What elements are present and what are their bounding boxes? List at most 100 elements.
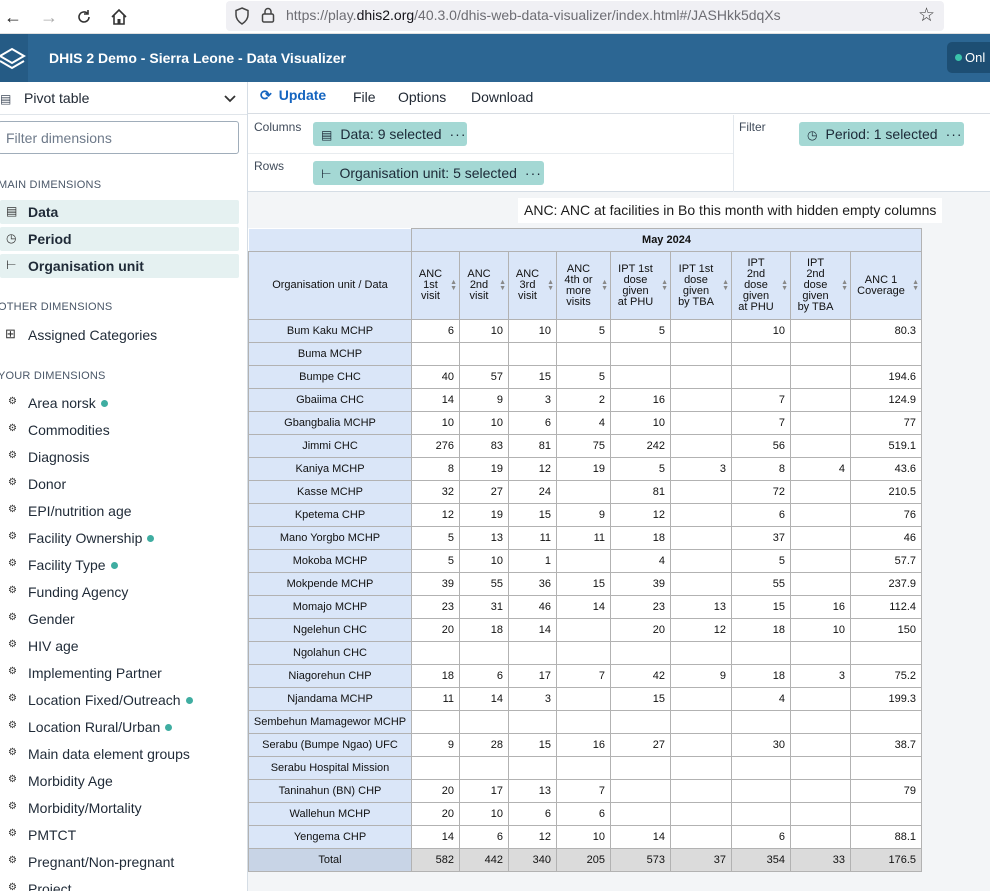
value-cell[interactable]: 10 [459, 411, 509, 435]
your-dim-implementing-partner[interactable]: ⚙ Implementing Partner [0, 661, 239, 685]
value-cell[interactable]: 16 [556, 733, 611, 757]
value-cell[interactable]: 6 [731, 503, 791, 527]
column-header[interactable]: IPT 2nd dose given at PHU ▲ ▼ [731, 251, 791, 320]
sort-icon[interactable]: ▲ ▼ [912, 279, 919, 292]
value-cell[interactable]: 75 [556, 434, 611, 458]
your-dim-location-fixed-outreach[interactable]: ⚙ Location Fixed/Outreach [0, 688, 239, 712]
your-dim-hiv-age[interactable]: ⚙ HIV age [0, 634, 239, 658]
value-cell[interactable]: 27 [610, 733, 671, 757]
main-dim-organisation-unit[interactable]: ⊢ Organisation unit [0, 254, 239, 278]
value-cell[interactable]: 3 [670, 457, 732, 481]
value-cell[interactable] [459, 641, 509, 665]
value-cell[interactable] [850, 710, 922, 734]
value-cell[interactable]: 36 [508, 572, 557, 596]
value-cell[interactable]: 19 [459, 503, 509, 527]
value-cell[interactable]: 76 [850, 503, 922, 527]
value-cell[interactable]: 9 [556, 503, 611, 527]
download-menu[interactable]: Download [471, 89, 534, 105]
value-cell[interactable]: 13 [508, 779, 557, 803]
value-cell[interactable]: 46 [850, 526, 922, 550]
value-cell[interactable] [556, 618, 611, 642]
value-cell[interactable] [850, 802, 922, 826]
value-cell[interactable]: 5 [411, 526, 460, 550]
value-cell[interactable] [670, 480, 732, 504]
value-cell[interactable]: 20 [411, 802, 460, 826]
value-cell[interactable] [790, 756, 851, 780]
your-dim-pregnant-non-pregnant[interactable]: ⚙ Pregnant/Non-pregnant [0, 850, 239, 874]
value-cell[interactable]: 81 [610, 480, 671, 504]
value-cell[interactable]: 10 [459, 802, 509, 826]
value-cell[interactable]: 573 [610, 848, 671, 872]
value-cell[interactable]: 6 [731, 825, 791, 849]
value-cell[interactable] [411, 342, 460, 366]
value-cell[interactable] [731, 365, 791, 389]
value-cell[interactable]: 30 [731, 733, 791, 757]
value-cell[interactable]: 38.7 [850, 733, 922, 757]
value-cell[interactable] [790, 365, 851, 389]
value-cell[interactable]: 5 [411, 549, 460, 573]
value-cell[interactable]: 8 [411, 457, 460, 481]
value-cell[interactable] [731, 802, 791, 826]
forward-arrow-icon[interactable]: → [40, 7, 58, 27]
value-cell[interactable]: 7 [556, 779, 611, 803]
value-cell[interactable]: 10 [459, 319, 509, 343]
value-cell[interactable]: 18 [731, 618, 791, 642]
value-cell[interactable]: 19 [459, 457, 509, 481]
value-cell[interactable] [790, 572, 851, 596]
value-cell[interactable]: 28 [459, 733, 509, 757]
value-cell[interactable]: 9 [459, 388, 509, 412]
value-cell[interactable]: 18 [459, 618, 509, 642]
value-cell[interactable]: 6 [459, 664, 509, 688]
reload-icon[interactable] [71, 4, 97, 30]
value-cell[interactable]: 11 [508, 526, 557, 550]
value-cell[interactable]: 242 [610, 434, 671, 458]
value-cell[interactable]: 13 [670, 595, 732, 619]
value-cell[interactable]: 10 [556, 825, 611, 849]
value-cell[interactable] [670, 503, 732, 527]
value-cell[interactable]: 39 [411, 572, 460, 596]
value-cell[interactable]: 32 [411, 480, 460, 504]
value-cell[interactable] [790, 641, 851, 665]
value-cell[interactable]: 15 [556, 572, 611, 596]
value-cell[interactable] [731, 756, 791, 780]
value-cell[interactable]: 4 [610, 549, 671, 573]
your-dim-main-data-element-groups[interactable]: ⚙ Main data element groups [0, 742, 239, 766]
value-cell[interactable]: 12 [508, 457, 557, 481]
value-cell[interactable]: 42 [610, 664, 671, 688]
value-cell[interactable]: 40 [411, 365, 460, 389]
value-cell[interactable]: 46 [508, 595, 557, 619]
value-cell[interactable]: 10 [610, 411, 671, 435]
sort-icon[interactable]: ▲ ▼ [781, 279, 788, 292]
value-cell[interactable] [790, 733, 851, 757]
value-cell[interactable] [731, 710, 791, 734]
your-dim-epi-nutrition-age[interactable]: ⚙ EPI/nutrition age [0, 499, 239, 523]
value-cell[interactable] [411, 641, 460, 665]
value-cell[interactable]: 12 [610, 503, 671, 527]
your-dim-location-rural-urban[interactable]: ⚙ Location Rural/Urban [0, 715, 239, 739]
value-cell[interactable]: 43.6 [850, 457, 922, 481]
value-cell[interactable]: 13 [459, 526, 509, 550]
value-cell[interactable] [411, 756, 460, 780]
value-cell[interactable] [610, 342, 671, 366]
value-cell[interactable]: 23 [411, 595, 460, 619]
value-cell[interactable] [459, 710, 509, 734]
value-cell[interactable] [790, 802, 851, 826]
value-cell[interactable]: 7 [731, 388, 791, 412]
shield-icon[interactable] [234, 7, 250, 25]
value-cell[interactable] [508, 342, 557, 366]
value-cell[interactable]: 18 [610, 526, 671, 550]
value-cell[interactable] [790, 825, 851, 849]
value-cell[interactable]: 8 [731, 457, 791, 481]
value-cell[interactable]: 112.4 [850, 595, 922, 619]
value-cell[interactable]: 519.1 [850, 434, 922, 458]
value-cell[interactable]: 194.6 [850, 365, 922, 389]
value-cell[interactable] [790, 480, 851, 504]
value-cell[interactable]: 7 [731, 411, 791, 435]
value-cell[interactable]: 88.1 [850, 825, 922, 849]
more-icon[interactable]: ··· [524, 165, 542, 181]
value-cell[interactable]: 80.3 [850, 319, 922, 343]
filter-dimensions-input[interactable] [0, 121, 239, 154]
sort-icon[interactable]: ▲ ▼ [661, 279, 668, 292]
value-cell[interactable]: 10 [411, 411, 460, 435]
value-cell[interactable]: 83 [459, 434, 509, 458]
